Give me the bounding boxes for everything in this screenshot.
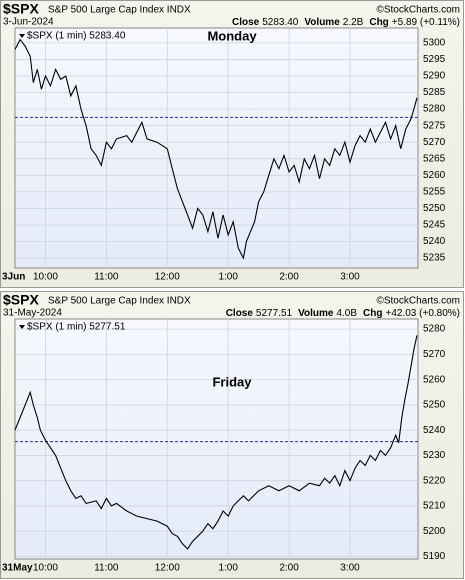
x-start-label: 3Jun [2,272,25,283]
x-tick-label: 11:00 [94,272,119,283]
price-line [14,335,418,550]
y-tick-label: 5240 [423,236,446,247]
symbol: $SPX [3,1,39,17]
stat-value: 5283.40 [262,17,299,28]
stat-label: Chg [363,308,382,319]
annotation: Friday [212,374,252,389]
y-tick-label: 5260 [423,170,446,181]
x-start-label: 31May [2,563,33,574]
x-tick-label: 2:00 [279,272,299,283]
title: S&P 500 Large Cap Index INDX [48,5,191,16]
price-line [14,38,418,260]
y-tick-label: 5230 [423,450,446,461]
stat-value: 4.0B [336,308,357,319]
stat-label: Close [226,308,254,319]
stats: Close 5277.51 Volume 4.0B Chg +42.03 (+0.80%) [226,308,460,319]
stat-label: Chg [369,17,388,28]
y-tick-label: 5280 [423,324,446,335]
y-tick-label: 5240 [423,425,446,436]
y-tick-label: 5200 [423,526,446,537]
credit: ©StockCharts.com [376,5,460,16]
y-tick-label: 5275 [423,120,446,131]
stat-value: 2.2B [343,17,364,28]
x-tick-label: 10:00 [33,563,58,574]
stat-value: 5277.51 [256,308,293,319]
x-tick-label: 10:00 [33,272,58,283]
x-tick-label: 11:00 [94,563,119,574]
y-tick-label: 5290 [423,71,446,82]
y-tick-label: 5190 [423,551,446,562]
y-tick-label: 5260 [423,374,446,385]
y-tick-label: 5255 [423,187,446,198]
credit: ©StockCharts.com [376,296,460,307]
stat-label: Volume [304,17,340,28]
title: S&P 500 Large Cap Index INDX [48,296,191,307]
y-tick-label: 5245 [423,220,446,231]
y-tick-label: 5295 [423,54,446,65]
y-tick-label: 5220 [423,475,446,486]
legend-icon [19,34,25,38]
x-tick-label: 12:00 [155,563,180,574]
stat-label: Volume [298,308,334,319]
stat-value: +42.03 (+0.80%) [386,308,461,319]
x-tick-label: 3:00 [340,563,360,574]
legend-icon [19,325,25,329]
y-tick-label: 5270 [423,137,446,148]
y-tick-label: 5250 [423,400,446,411]
stat-label: Close [232,17,260,28]
panel: $SPX S&P 500 Large Cap Index INDX ©StockCh… [0,291,464,579]
y-tick-label: 5270 [423,349,446,360]
stats: Close 5283.40 Volume 2.2B Chg +5.89 (+0.11%) [232,17,460,28]
annotation: Monday [207,28,257,43]
y-tick-label: 5300 [423,38,446,49]
x-tick-label: 12:00 [155,272,180,283]
y-tick-label: 5285 [423,87,446,98]
plot-area [14,318,419,560]
x-tick-label: 2:00 [279,563,299,574]
y-tick-label: 5250 [423,203,446,214]
y-tick-label: 5235 [423,253,446,264]
y-tick-label: 5265 [423,153,446,164]
symbol: $SPX [3,292,39,308]
x-tick-label: 1:00 [218,272,238,283]
stat-value: +5.89 (+0.11%) [392,17,460,28]
panel: $SPX S&P 500 Large Cap Index INDX ©StockCh… [0,0,464,288]
legend: $SPX (1 min) 5277.51 [27,322,126,333]
y-tick-label: 5280 [423,104,446,115]
y-tick-label: 5210 [423,501,446,512]
x-tick-label: 1:00 [218,563,238,574]
legend: $SPX (1 min) 5283.40 [27,31,126,42]
date: 31-May-2024 [3,308,62,319]
date: 3-Jun-2024 [3,17,54,28]
x-tick-label: 3:00 [340,272,360,283]
